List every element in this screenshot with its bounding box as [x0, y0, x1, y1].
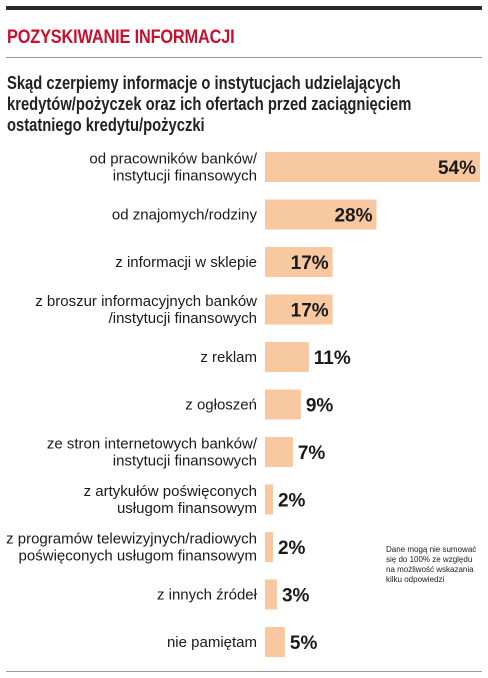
bar: [265, 247, 333, 277]
subtitle-line-1: Skąd czerpiemy informacje o instytucjach…: [7, 73, 401, 93]
category-label: z artykułów poświęconych usługom finansow…: [84, 483, 257, 517]
category-label: z broszur informacyjnych banków/instytuc…: [35, 293, 257, 327]
category-label-line: instytucji finansowych: [113, 453, 257, 470]
category-label: od znajomych/rodziny: [112, 207, 258, 224]
footnote: Dane mogą nie sumować się do 100% ze wzg…: [386, 545, 477, 584]
bar-group: z programów telewizyjnych/radiowych poświ…: [6, 531, 305, 565]
bar-group: z ogłoszeń 9%: [185, 389, 334, 420]
category-label-line: z reklam: [200, 349, 257, 366]
value-label: 2%: [278, 491, 306, 512]
bar: [265, 484, 273, 515]
value-label: 2%: [278, 538, 306, 559]
bottom-rule: [6, 671, 482, 672]
value-label: 54%: [438, 158, 476, 179]
category-label-line: z programów telewizyjnych/radiowych: [6, 531, 257, 548]
category-label-line: /instytucji finansowych: [109, 310, 257, 327]
chart-subtitle: Skąd czerpiemy informacje o instytucjach…: [7, 73, 433, 136]
category-label-line: z innych źródeł: [157, 587, 258, 604]
value-label: 28%: [334, 206, 372, 227]
title-divider: [6, 57, 482, 58]
category-label-line: ze stron internetowych banków/: [47, 436, 258, 453]
bar: [265, 532, 273, 562]
category-label-line: poświęconych usługom finansowym: [19, 548, 257, 565]
bar-group: z broszur informacyjnych banków/instytuc…: [35, 293, 333, 327]
category-label: z reklam: [200, 349, 257, 366]
category-label: od pracowników banków/instytucji finanso…: [89, 151, 257, 185]
top-rule: [6, 6, 482, 10]
bar-group: od znajomych/rodziny 28%: [112, 199, 377, 230]
category-label-line: instytucji finansowych: [113, 168, 257, 185]
category-label: nie pamiętam: [167, 634, 257, 651]
bar-group: nie pamiętam 5%: [167, 627, 318, 657]
value-label: 17%: [291, 253, 329, 274]
category-label-line: nie pamiętam: [167, 634, 257, 651]
bar: [265, 579, 277, 610]
bar: [265, 627, 285, 657]
subtitle-line-3: ostatniego kredytu/pożyczki: [7, 115, 205, 135]
category-label-line: z informacji w sklepie: [115, 254, 257, 271]
bar-group: z artykułów poświęconych usługom finansow…: [84, 483, 306, 517]
category-label: z informacji w sklepie: [115, 254, 257, 271]
category-label: z programów telewizyjnych/radiowych poświ…: [6, 531, 257, 565]
value-label: 7%: [298, 443, 326, 464]
bar-group: z informacji w sklepie 17%: [115, 247, 333, 277]
category-label: z innych źródeł: [157, 587, 258, 604]
value-label: 9%: [306, 396, 334, 417]
value-label: 5%: [290, 633, 318, 654]
category-label: ze stron internetowych banków/instytucji…: [47, 436, 258, 470]
page-title: POZYSKIWANIE INFORMACJI: [7, 27, 235, 48]
value-label: 17%: [291, 301, 329, 322]
category-label: z ogłoszeń: [185, 397, 257, 414]
category-label-line: z artykułów poświęconych: [84, 483, 257, 500]
bar: [265, 389, 301, 420]
value-label: 11%: [314, 348, 351, 369]
bar: [265, 294, 333, 325]
bar: [265, 437, 293, 467]
bar: [265, 152, 480, 182]
bar: [265, 199, 377, 230]
category-label-line: od znajomych/rodziny: [112, 207, 258, 224]
category-label-line: od pracowników banków/: [89, 151, 257, 168]
value-label: 3%: [282, 586, 310, 607]
category-label-line: usługom finansowym: [117, 500, 257, 517]
subtitle-line-2: kredytów/pożyczek oraz ich ofertach prze…: [7, 94, 412, 114]
bar-group: od pracowników banków/instytucji finanso…: [89, 151, 480, 185]
category-label-line: z broszur informacyjnych banków: [35, 293, 257, 310]
bar: [265, 342, 309, 372]
bar-group: z innych źródeł 3%: [157, 579, 310, 610]
bar-group: z reklam 11%: [200, 342, 351, 372]
bar-group: ze stron internetowych banków/instytucji…: [47, 436, 326, 470]
category-label-line: z ogłoszeń: [185, 397, 257, 414]
